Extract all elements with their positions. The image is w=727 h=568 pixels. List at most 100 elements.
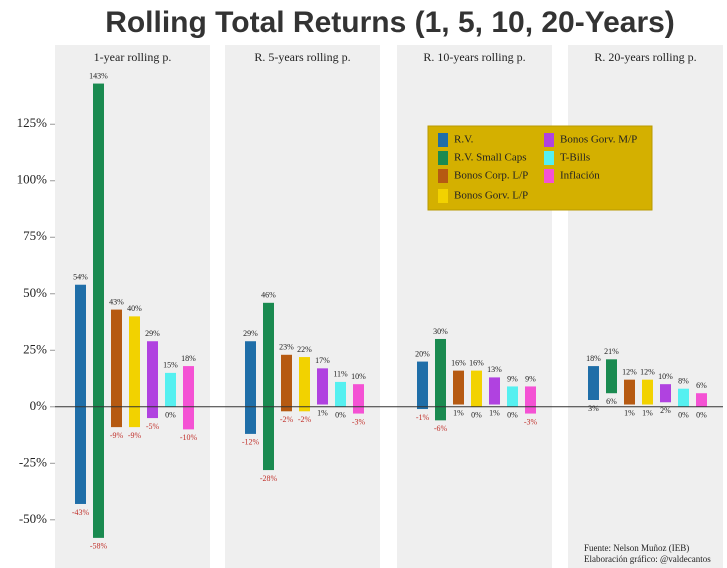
range-bar bbox=[129, 316, 140, 428]
low-label: -5% bbox=[146, 422, 160, 431]
panel-title: R. 5-years rolling p. bbox=[254, 50, 350, 64]
low-label: -3% bbox=[352, 417, 366, 426]
low-label: -9% bbox=[128, 431, 142, 440]
high-label: 15% bbox=[163, 361, 178, 370]
low-label: 0% bbox=[471, 411, 482, 420]
high-label: 23% bbox=[279, 343, 294, 352]
low-label: -3% bbox=[524, 417, 538, 426]
range-bar bbox=[111, 309, 122, 428]
y-tick-label: -25% bbox=[19, 454, 47, 469]
panel-title: R. 10-years rolling p. bbox=[423, 50, 525, 64]
high-label: 29% bbox=[145, 329, 160, 338]
range-bar bbox=[489, 377, 500, 405]
range-bar bbox=[696, 393, 707, 407]
range-bar bbox=[245, 341, 256, 434]
credit: Elaboración gráfico: @valdecantos bbox=[584, 554, 711, 564]
high-label: 30% bbox=[433, 327, 448, 336]
y-tick-label: 125% bbox=[17, 115, 48, 130]
legend-box bbox=[427, 125, 653, 211]
low-label: -10% bbox=[180, 433, 198, 442]
range-bar bbox=[588, 366, 599, 400]
panel-background bbox=[397, 45, 552, 568]
high-label: 11% bbox=[333, 370, 348, 379]
high-label: 6% bbox=[696, 381, 707, 390]
low-label: 3% bbox=[588, 404, 599, 413]
range-bar bbox=[507, 386, 518, 407]
high-label: 40% bbox=[127, 304, 142, 313]
range-bar bbox=[183, 366, 194, 430]
low-label: -6% bbox=[434, 424, 448, 433]
legend-label: Bonos Corp. L/P bbox=[454, 170, 528, 182]
high-label: 9% bbox=[507, 374, 518, 383]
high-label: 9% bbox=[525, 374, 536, 383]
high-label: 13% bbox=[487, 365, 502, 374]
low-label: 0% bbox=[507, 411, 518, 420]
range-bar bbox=[263, 302, 274, 471]
legend-label: R.V. bbox=[454, 134, 474, 146]
range-bar bbox=[660, 384, 671, 403]
legend-swatch bbox=[544, 133, 554, 147]
high-label: 12% bbox=[622, 367, 637, 376]
range-bar bbox=[642, 379, 653, 405]
low-label: 1% bbox=[489, 408, 500, 417]
legend-label: T-Bills bbox=[560, 152, 590, 164]
range-bar bbox=[417, 361, 428, 410]
y-tick-label: -50% bbox=[19, 511, 47, 526]
high-label: 143% bbox=[89, 71, 108, 80]
range-bar bbox=[75, 284, 86, 504]
low-label: 6% bbox=[606, 397, 617, 406]
high-label: 8% bbox=[678, 377, 689, 386]
range-bar bbox=[606, 359, 617, 394]
range-bar bbox=[93, 83, 104, 538]
low-label: 0% bbox=[335, 411, 346, 420]
high-label: 17% bbox=[315, 356, 330, 365]
legend-label: Bonos Gorv. L/P bbox=[454, 190, 528, 202]
low-label: 0% bbox=[696, 411, 707, 420]
panel-background bbox=[568, 45, 723, 568]
low-label: -2% bbox=[298, 415, 312, 424]
low-label: -12% bbox=[242, 438, 260, 447]
high-label: 18% bbox=[181, 354, 196, 363]
legend-label: Inflación bbox=[560, 170, 600, 182]
high-label: 43% bbox=[109, 297, 124, 306]
high-label: 10% bbox=[658, 372, 673, 381]
low-label: -58% bbox=[90, 542, 108, 551]
low-label: -43% bbox=[72, 508, 90, 517]
low-label: 0% bbox=[678, 411, 689, 420]
range-bar bbox=[624, 379, 635, 405]
range-bar bbox=[335, 381, 346, 407]
range-bar bbox=[471, 370, 482, 407]
panel-title: R. 20-years rolling p. bbox=[594, 50, 696, 64]
high-label: 16% bbox=[469, 358, 484, 367]
y-tick-label: 0% bbox=[30, 398, 48, 413]
high-label: 46% bbox=[261, 291, 276, 300]
source: Fuente: Nelson Muñoz (IEB) bbox=[584, 543, 689, 553]
low-label: 1% bbox=[453, 408, 464, 417]
high-label: 29% bbox=[243, 329, 258, 338]
panel-title: 1-year rolling p. bbox=[94, 50, 172, 64]
y-tick-label: 50% bbox=[23, 285, 47, 300]
range-bar bbox=[453, 370, 464, 405]
low-label: -2% bbox=[280, 415, 294, 424]
high-label: 16% bbox=[451, 358, 466, 367]
legend-label: Bonos Gorv. M/P bbox=[560, 134, 637, 146]
chart-title: Rolling Total Returns (1, 5, 10, 20-Year… bbox=[105, 6, 675, 39]
range-bar bbox=[317, 368, 328, 405]
y-tick-label: 100% bbox=[17, 172, 48, 187]
range-bar bbox=[281, 354, 292, 412]
y-tick-label: 25% bbox=[23, 341, 47, 356]
legend-swatch bbox=[544, 169, 554, 183]
high-label: 18% bbox=[586, 354, 601, 363]
range-bar bbox=[525, 386, 536, 414]
high-label: 20% bbox=[415, 349, 430, 358]
range-bar bbox=[165, 372, 176, 407]
low-label: 1% bbox=[317, 408, 328, 417]
y-tick-label: 75% bbox=[23, 228, 47, 243]
low-label: -28% bbox=[260, 474, 278, 483]
range-bar bbox=[678, 388, 689, 407]
legend-swatch bbox=[438, 189, 448, 203]
legend-label: R.V. Small Caps bbox=[454, 152, 527, 164]
low-label: 1% bbox=[642, 408, 653, 417]
legend-swatch bbox=[438, 133, 448, 147]
